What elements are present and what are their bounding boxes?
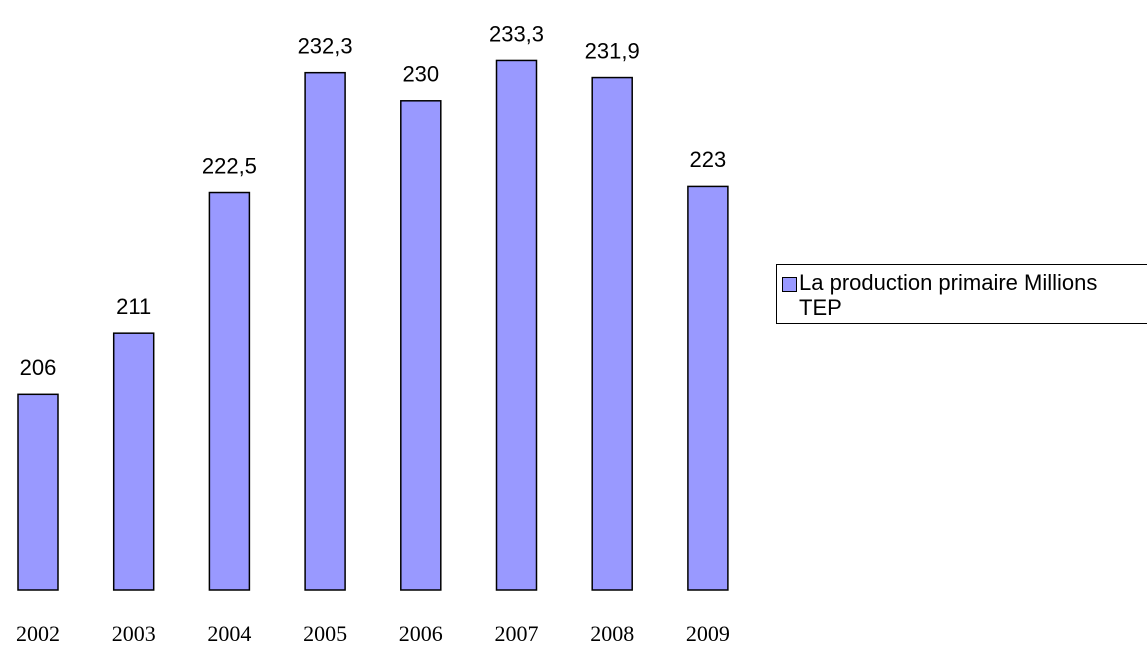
x-tick-label: 2006 <box>399 621 443 646</box>
bar <box>591 76 633 591</box>
legend-swatch <box>782 277 797 292</box>
value-label: 231,9 <box>585 38 640 63</box>
bar <box>112 332 155 591</box>
bar <box>495 59 538 591</box>
x-tick-label: 2009 <box>686 621 730 646</box>
x-tick-label: 2005 <box>303 621 347 646</box>
bar <box>687 185 729 591</box>
bar <box>208 191 251 591</box>
legend: La production primaire Millions TEP <box>776 264 1147 324</box>
value-label: 222,5 <box>202 153 257 178</box>
x-tick-label: 2004 <box>207 621 251 646</box>
value-label: 223 <box>690 147 727 172</box>
value-label: 206 <box>20 355 57 380</box>
x-tick-label: 2002 <box>16 621 60 646</box>
x-tick-label: 2008 <box>590 621 634 646</box>
value-label: 232,3 <box>298 33 353 58</box>
value-label: 230 <box>402 62 439 87</box>
bar <box>400 100 442 591</box>
value-label: 233,3 <box>489 21 544 46</box>
bar <box>17 393 59 591</box>
value-label: 211 <box>116 294 151 319</box>
x-tick-label: 2003 <box>112 621 156 646</box>
x-tick-label: 2007 <box>495 621 539 646</box>
legend-label: La production primaire Millions TEP <box>799 270 1098 320</box>
bar <box>304 71 346 591</box>
